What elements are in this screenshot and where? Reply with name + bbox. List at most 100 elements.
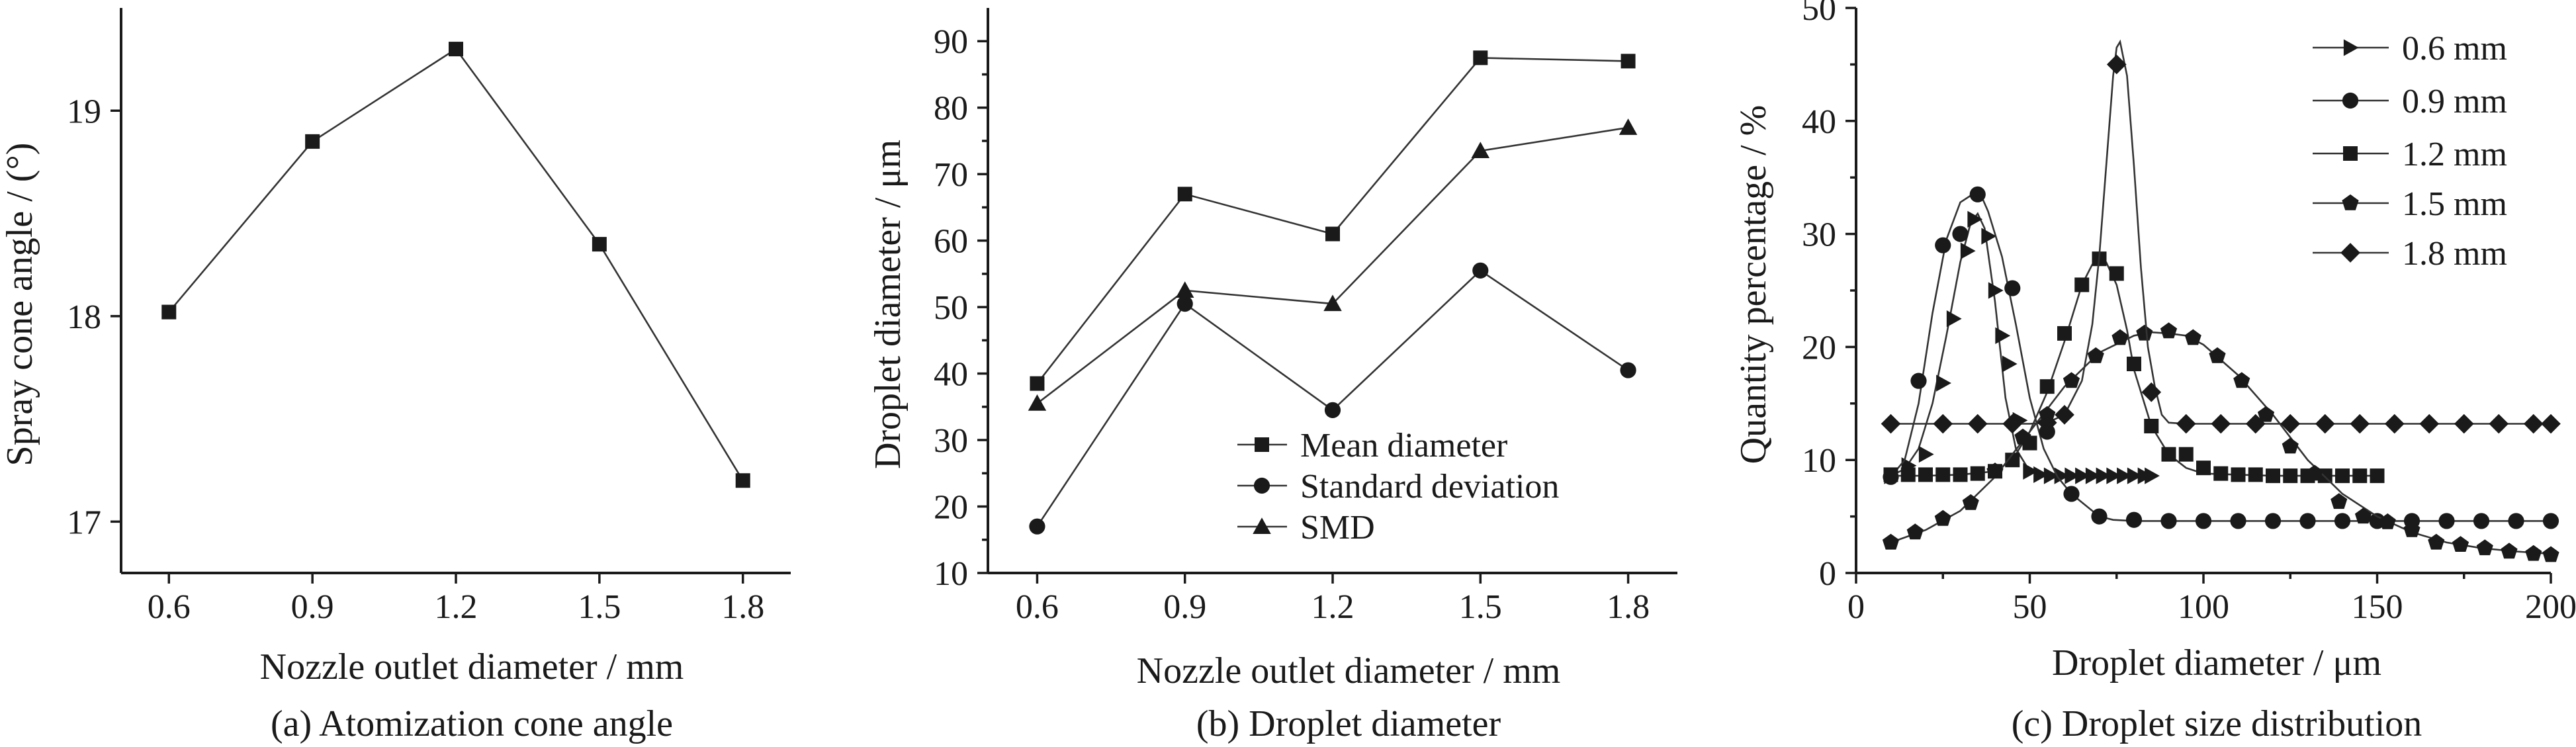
panel-b-data-point (1177, 187, 1192, 202)
panel-b-data-point (1473, 50, 1488, 66)
panel-c-data-point (2403, 521, 2421, 537)
panel-c-data-point (2127, 357, 2141, 372)
panel-c-data-point (2178, 447, 2194, 462)
panel-b-x-tick-label: 0.9 (1163, 588, 1206, 626)
panel-c-data-point (2230, 513, 2246, 529)
legend-marker (2343, 146, 2358, 161)
legend-label-1-5mm: 1.5 mm (2402, 185, 2507, 223)
panel-c-data-point (2354, 507, 2372, 524)
panel-c-data-point (2125, 511, 2143, 528)
panel-c-data-point (1988, 282, 2004, 299)
panel-c-data-point (1935, 237, 1951, 253)
panel-a-data-point (592, 237, 607, 252)
panel-c-legend-sample (2313, 92, 2389, 109)
panel-a-xlabel: Nozzle outlet diameter / mm (260, 646, 684, 687)
panel-c-data-point (1960, 242, 1976, 259)
panel-b-y-tick-label: 10 (934, 555, 968, 593)
panel-c-data-point (2299, 513, 2316, 529)
panel-c-data-point (2334, 513, 2351, 529)
panel-b-x-tick-label: 1.5 (1459, 588, 1502, 626)
panel-c-legend-sample (2313, 243, 2389, 263)
panel-c-x-tick-label: 50 (2013, 588, 2047, 626)
panel-b-series-line (1036, 126, 1628, 404)
panel-c-data-point (2489, 414, 2509, 434)
panel-c-data-point (2106, 54, 2127, 75)
panel-a-x-tick-label: 1.8 (721, 588, 764, 626)
panel-c-data-point (2085, 467, 2101, 484)
panel-c-data-point (2075, 467, 2090, 484)
panel-c-data-point (1918, 446, 1934, 463)
panel-c-data-point (2257, 406, 2275, 422)
panel-c-series-2 (1883, 251, 2385, 484)
panel-c-data-point (2335, 468, 2350, 484)
panel-c-series-3 (1882, 322, 2559, 562)
panel-b-data-point (1323, 294, 1342, 312)
legend-label-1-8mm: 1.8 mm (2402, 235, 2507, 273)
panel-b-x-tick-label: 0.6 (1016, 588, 1059, 626)
panel-c-y-tick-label: 40 (1802, 103, 1836, 141)
panel-c-data-point (2065, 467, 2080, 484)
panel-c-y-tick-label: 10 (1802, 442, 1836, 480)
panel-b-y-tick-label: 30 (934, 422, 968, 460)
panel-c-data-point (2002, 414, 2023, 434)
panel-c-data-point (2136, 324, 2153, 341)
panel-c-data-point (2161, 447, 2176, 462)
panel-c-data-point (2117, 467, 2132, 484)
panel-c-legend: 0.6 mm 0.9 mm 1.2 mm 1.5 mm 1.8 mm (2313, 30, 2507, 273)
panel-c-series-1 (1883, 186, 2559, 529)
panel-b-xlabel: Nozzle outlet diameter / mm (1137, 650, 1561, 691)
panel-c-data-point (2160, 513, 2177, 529)
panel-c-x-tick-label: 200 (2525, 588, 2576, 626)
panel-a-y-tick-label: 19 (67, 93, 101, 130)
panel-c-data-point (2331, 493, 2348, 509)
panel-c-data-point (2419, 414, 2440, 434)
panel-b-x-tick-label: 1.2 (1311, 588, 1355, 626)
panel-b-data-point (1325, 226, 1340, 242)
panel-a-caption: (a) Atomization cone angle (271, 703, 673, 744)
panel-c-data-point (2033, 466, 2049, 484)
panel-c-data-point (2245, 414, 2266, 434)
panel-c-data-point (2211, 414, 2231, 434)
panel-c-data-point (2109, 266, 2124, 281)
panel-c-legend-sample (2313, 194, 2389, 210)
panel-c-data-point (2037, 412, 2057, 433)
panel-c-data-point (2002, 355, 2018, 373)
panel-c-data-point (1981, 228, 1997, 245)
panel-c-data-point (1967, 414, 1988, 434)
panel-c-data-point (2054, 467, 2070, 484)
legend-marker (1253, 517, 1271, 534)
panel-a-y-tick-label: 17 (67, 504, 101, 541)
panel-b-data-point (1620, 362, 1636, 378)
panel-b-data-point (1472, 262, 1489, 279)
panel-c: 0 50 100 150 200 0 10 20 30 40 50 Droplet diameter… (1733, 0, 2576, 744)
panel-c-data-point (2352, 468, 2368, 484)
legend-marker (2340, 243, 2360, 263)
panel-c-data-point (2106, 467, 2122, 484)
panel-c-data-point (2384, 414, 2405, 434)
panel-c-data-point (2542, 546, 2559, 562)
panel-b-ylabel: Droplet diameter / μm (867, 140, 909, 469)
panel-c-data-point (2476, 539, 2493, 556)
panel-c-data-point (2141, 382, 2162, 402)
panel-b-legend: Mean diameter Standard deviation SMD (1237, 427, 1559, 547)
panel-b-y-tick-label: 50 (934, 289, 968, 327)
panel-c-data-point (2233, 372, 2250, 388)
panel-b-data-point (1029, 518, 1045, 535)
panel-b-series-2 (1028, 118, 1638, 411)
panel-b-data-point (1621, 54, 1636, 69)
panel-c-data-point (2043, 467, 2059, 484)
panel-c-data-point (2144, 418, 2159, 433)
panel-c-data-point (2280, 414, 2301, 434)
panel-c-data-point (2127, 467, 2143, 484)
panel-a-x-tick-label: 1.2 (435, 588, 478, 626)
panel-c-y-tick-label: 0 (1819, 555, 1836, 593)
panel-b-x-tick-label: 1.8 (1607, 588, 1650, 626)
panel-c-data-point (1936, 374, 1951, 392)
panel-a-x-tick-label: 0.9 (291, 588, 334, 626)
panel-b-data-point (1619, 118, 1638, 135)
panel-c-data-point (1900, 467, 1916, 482)
panel-c-data-point (2306, 464, 2323, 481)
panel-a-data-point (735, 473, 750, 488)
panel-b-caption: (b) Droplet diameter (1196, 703, 1501, 744)
panel-c-data-point (1986, 462, 2004, 478)
